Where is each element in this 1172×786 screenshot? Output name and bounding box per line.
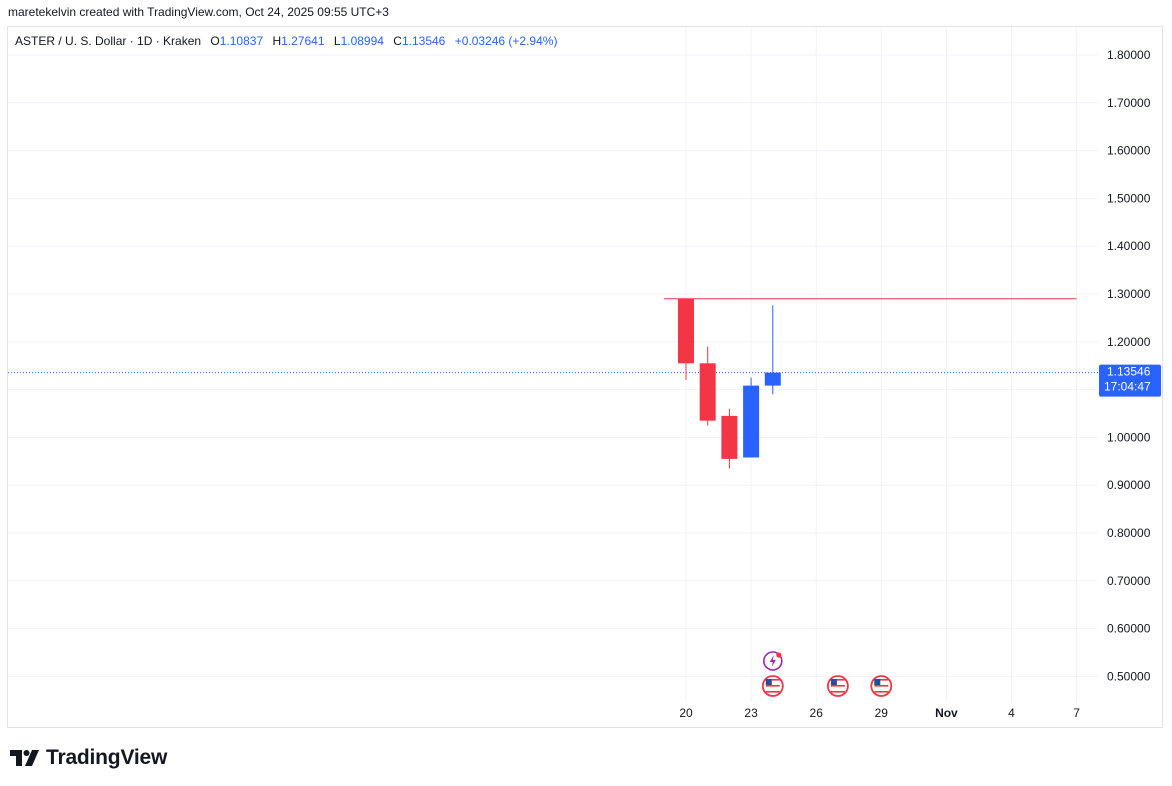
us-flag-stripe (830, 685, 845, 687)
y-tick-label: 1.60000 (1107, 144, 1151, 158)
y-tick-label: 0.60000 (1107, 622, 1151, 636)
us-flag-stripe (830, 688, 845, 690)
x-tick-label: Nov (935, 706, 958, 720)
symbol-title[interactable]: ASTER / U. S. Dollar · 1D · Kraken (15, 34, 202, 48)
tradingview-wordmark: TradingView (46, 746, 168, 769)
us-flag-stripe (874, 682, 889, 684)
price-axis: 1.80000 1.70000 1.60000 1.50000 1.40000 1.300… (1107, 48, 1151, 683)
candle-body (699, 363, 716, 421)
us-flag-stripe (830, 682, 845, 684)
low-value: 1.08994 (340, 34, 384, 48)
candle-body (743, 385, 760, 458)
us-flag-event-icon (761, 675, 784, 697)
chart-credit: maretekelvin created with TradingView.co… (8, 5, 389, 19)
us-flag-stripe (765, 679, 780, 681)
low-label: L (333, 34, 341, 48)
y-tick-label: 1.00000 (1107, 430, 1151, 444)
us-flag-stripe (765, 685, 780, 687)
chart-frame (7, 26, 1163, 728)
y-tick-label: 1.50000 (1107, 191, 1151, 205)
y-tick-label: 0.80000 (1107, 526, 1151, 540)
current-price-tag[interactable]: 1.13546 17:04:47 (1099, 364, 1161, 397)
us-flag-canton (830, 679, 837, 685)
y-tick-label: 1.40000 (1107, 239, 1151, 253)
y-tick-label: 0.70000 (1107, 574, 1151, 588)
candles (678, 298, 781, 469)
y-tick-label: 1.20000 (1107, 335, 1151, 349)
horizontal-lines (8, 298, 1098, 374)
close-label: C (393, 34, 402, 48)
x-tick-label: 20 (679, 706, 693, 720)
us-flag-stripe (874, 688, 889, 690)
lightning-event-icon (762, 651, 783, 671)
tradingview-logo[interactable]: TradingView (10, 746, 167, 770)
x-tick-label: 23 (744, 706, 758, 720)
y-tick-label: 1.70000 (1107, 96, 1151, 110)
us-flag-stripe (765, 682, 780, 684)
price-tag-countdown: 17:04:47 (1104, 380, 1151, 394)
high-label: H (272, 34, 282, 48)
us-flag-stripe (765, 691, 780, 693)
high-value: 1.27641 (281, 34, 325, 48)
us-flag-stripe (830, 691, 845, 693)
open-label: O (210, 34, 220, 48)
y-tick-label: 0.90000 (1107, 478, 1151, 492)
y-tick-label: 1.80000 (1107, 48, 1151, 62)
price-tag-value: 1.13546 (1107, 365, 1151, 379)
lightning-bolt-icon (769, 655, 776, 667)
grid-lines (8, 27, 1098, 702)
us-flag-stripe (874, 691, 889, 693)
event-markers (761, 651, 893, 697)
us-flag-stripe (765, 688, 780, 690)
us-flag-canton (874, 679, 881, 685)
us-flag-event-icon (827, 675, 849, 697)
time-axis: 20 23 26 29 Nov 4 7 (679, 706, 1080, 720)
x-tick-label: 29 (875, 706, 889, 720)
open-value: 1.10837 (219, 34, 264, 48)
candle-body (764, 372, 781, 386)
us-flag-stripe (830, 679, 845, 681)
x-tick-label: 26 (810, 706, 824, 720)
ohlc-legend: ASTER / U. S. Dollar · 1D · Kraken O1.10… (15, 34, 557, 48)
x-tick-label: 7 (1073, 706, 1080, 720)
us-flag-stripe (874, 679, 889, 681)
y-tick-label: 1.30000 (1107, 287, 1151, 301)
us-flag-canton (765, 679, 772, 685)
tradingview-logo-icon (10, 750, 39, 766)
x-tick-label: 4 (1008, 706, 1015, 720)
candle-body (721, 415, 738, 459)
us-flag-stripe (874, 685, 889, 687)
close-value: 1.13546 (401, 34, 446, 48)
price-tag-background (1099, 364, 1161, 397)
us-flag-event-icon (870, 675, 893, 697)
y-tick-label: 0.50000 (1107, 669, 1151, 683)
candle-body (678, 298, 694, 364)
notification-dot (776, 652, 782, 658)
change-value: +0.03246 (+2.94%) (454, 34, 558, 48)
